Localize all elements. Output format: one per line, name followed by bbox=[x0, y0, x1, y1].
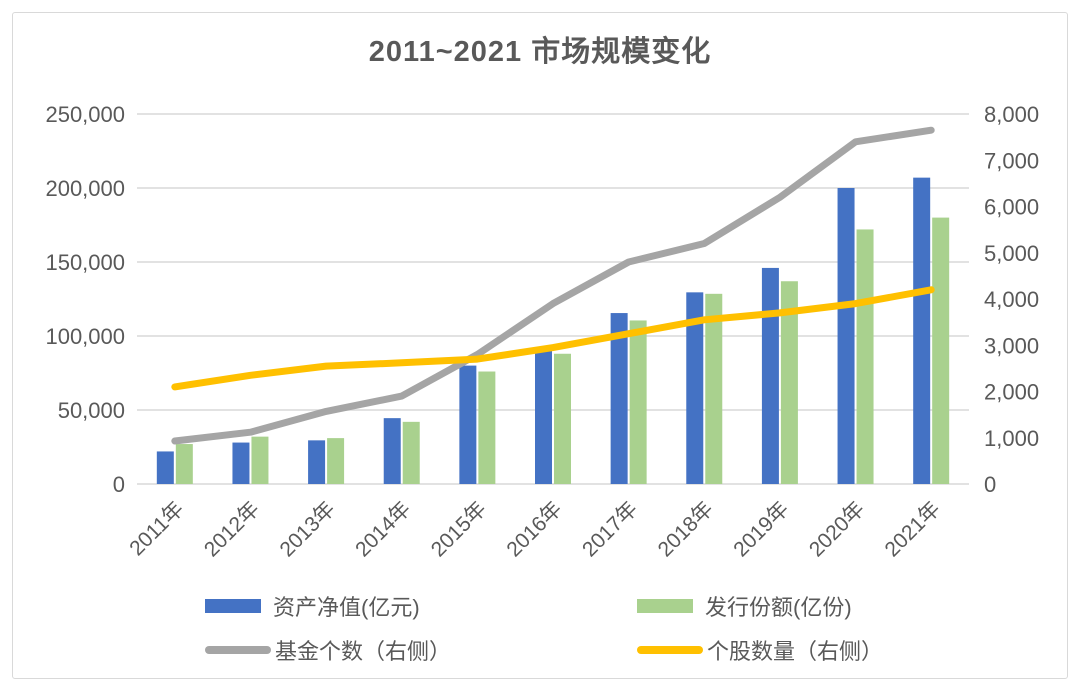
line-fund-count bbox=[171, 126, 935, 445]
line-stock-count bbox=[171, 286, 935, 391]
right-axis-tick-label: 3,000 bbox=[984, 333, 1039, 358]
bar-net-asset-value bbox=[232, 442, 250, 484]
legend: 资产净值(亿元) 发行份额(亿份) 基金个数（右侧） 个股数量（右侧） bbox=[205, 584, 965, 672]
bar-net-asset-value bbox=[156, 451, 174, 484]
left-axis-tick-label: 0 bbox=[113, 472, 125, 497]
x-axis-tick-label: 2020年 bbox=[805, 497, 869, 561]
legend-label: 基金个数（右侧） bbox=[275, 639, 452, 664]
x-axis-tick-label: 2015年 bbox=[427, 497, 491, 561]
x-axis-tick-label: 2018年 bbox=[654, 497, 718, 561]
bar-issued-shares bbox=[629, 320, 647, 484]
legend-label: 发行份额(亿份) bbox=[705, 595, 852, 620]
bar-issued-shares bbox=[856, 229, 874, 484]
bar-net-asset-value bbox=[837, 188, 855, 484]
right-axis-tick-label: 4,000 bbox=[984, 287, 1039, 312]
legend-bar-swatch-green bbox=[637, 599, 693, 613]
right-axis-tick-label: 6,000 bbox=[984, 195, 1039, 220]
bar-issued-shares bbox=[478, 371, 496, 484]
legend-label: 个股数量（右侧） bbox=[707, 639, 884, 664]
bar-issued-shares bbox=[705, 293, 723, 484]
bar-net-asset-value bbox=[535, 347, 552, 484]
legend-line-swatch-gray bbox=[205, 646, 271, 654]
bar-net-asset-value bbox=[610, 313, 628, 484]
x-axis-tick-label: 2014年 bbox=[351, 497, 415, 561]
x-axis-tick-label: 2013年 bbox=[275, 497, 339, 561]
bar-issued-shares bbox=[780, 281, 798, 484]
plot: 0 50,000 100,000 150,000 200,000 250,000 0 1,00… bbox=[45, 102, 1039, 561]
legend-item-fund-count: 基金个数（右侧） bbox=[205, 634, 637, 666]
legend-row-1: 资产净值(亿元) 发行份额(亿份) bbox=[205, 584, 965, 628]
legend-line-swatch-yellow bbox=[637, 646, 703, 654]
x-axis-tick-label: 2017年 bbox=[578, 497, 642, 561]
bar-issued-shares bbox=[932, 217, 950, 484]
right-axis-tick-label: 2,000 bbox=[984, 380, 1039, 405]
x-axis-tick-label: 2019年 bbox=[729, 497, 793, 561]
bar-net-asset-value bbox=[913, 177, 931, 484]
chart-title: 2011~2021 市场规模变化 bbox=[368, 36, 712, 68]
legend-label: 资产净值(亿元) bbox=[273, 595, 420, 620]
left-axis-tick-label: 250,000 bbox=[45, 102, 125, 127]
left-axis-tick-label: 150,000 bbox=[45, 250, 125, 275]
left-axis-tick-label: 200,000 bbox=[45, 176, 125, 201]
bar-issued-shares bbox=[327, 438, 345, 484]
bar-net-asset-value bbox=[459, 365, 477, 484]
right-axis-tick-label: 8,000 bbox=[984, 102, 1039, 127]
legend-item-stock-count: 个股数量（右侧） bbox=[637, 634, 883, 666]
bar-issued-shares bbox=[175, 444, 193, 484]
x-axis-tick-label: 2012年 bbox=[200, 497, 264, 561]
x-axis-tick-label: 2011年 bbox=[125, 497, 188, 560]
bar-issued-shares bbox=[402, 421, 420, 484]
bar-net-asset-value bbox=[308, 440, 326, 484]
legend-item-net-asset-value: 资产净值(亿元) bbox=[205, 590, 637, 622]
bar-issued-shares bbox=[554, 353, 571, 484]
left-axis-tick-label: 100,000 bbox=[45, 324, 125, 349]
bar-net-asset-value bbox=[383, 418, 401, 484]
legend-item-issued-shares: 发行份额(亿份) bbox=[637, 590, 852, 622]
right-axis-tick-label: 5,000 bbox=[984, 241, 1039, 266]
right-axis-tick-label: 0 bbox=[984, 472, 996, 497]
bar-net-asset-value bbox=[686, 292, 704, 484]
bar-net-asset-value bbox=[761, 267, 779, 484]
x-axis-tick-label: 2016年 bbox=[502, 497, 566, 561]
legend-row-2: 基金个数（右侧） 个股数量（右侧） bbox=[205, 628, 965, 672]
legend-bar-swatch-blue bbox=[205, 599, 261, 613]
left-axis-tick-label: 50,000 bbox=[58, 398, 125, 423]
bar-issued-shares bbox=[251, 436, 269, 484]
x-axis-tick-label: 2021年 bbox=[881, 497, 945, 561]
right-axis-tick-label: 7,000 bbox=[984, 148, 1039, 173]
right-axis-tick-label: 1,000 bbox=[984, 426, 1039, 451]
